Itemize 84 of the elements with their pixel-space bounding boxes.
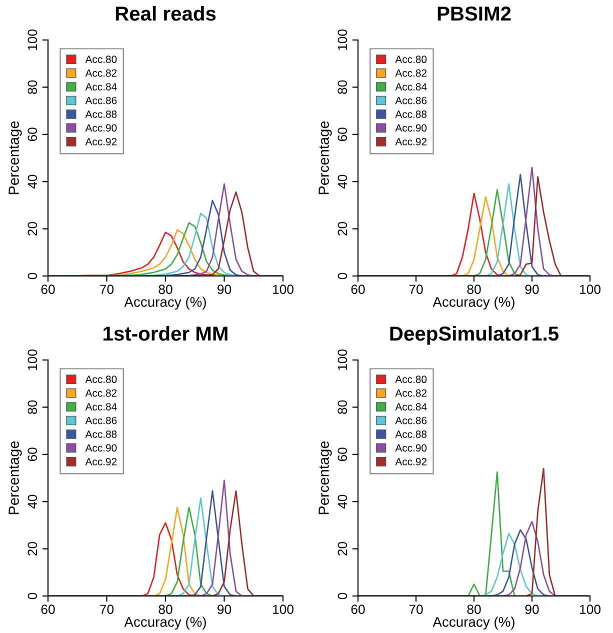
- legend-label: Acc.82: [395, 69, 426, 77]
- legend-label: Acc.92: [395, 458, 426, 466]
- legend-label: Acc.92: [85, 458, 117, 466]
- chart-title: PBSIM2: [438, 6, 511, 21]
- x-tick-label: 60: [351, 284, 365, 294]
- x-tick-label: 80: [467, 604, 481, 614]
- legend-label: Acc.80: [85, 376, 117, 384]
- y-tick-label: 100: [28, 350, 38, 370]
- y-tick-label: 100: [338, 30, 348, 50]
- y-tick-label: 80: [28, 400, 38, 414]
- x-tick-label: 60: [41, 604, 55, 614]
- y-tick-label: 0: [338, 592, 348, 600]
- y-tick-label: 40: [338, 174, 348, 189]
- x-tick-label: 70: [100, 604, 114, 614]
- x-axis-title: Accuracy (%): [124, 296, 206, 310]
- y-tick-label: 20: [28, 222, 38, 236]
- y-axis-title: Percentage: [318, 121, 332, 194]
- legend-label: Acc.86: [85, 416, 117, 424]
- legend-label: Acc.88: [395, 430, 427, 438]
- legend-label: Acc.90: [395, 444, 427, 452]
- y-tick-label: 40: [28, 494, 38, 509]
- x-tick-label: 100: [273, 284, 294, 294]
- x-tick-label: 70: [100, 284, 114, 294]
- legend-label: Acc.88: [85, 110, 117, 118]
- legend-label: Acc.80: [395, 56, 427, 64]
- chart-title: 1st-order MM: [104, 326, 228, 341]
- chart-title: Real reads: [116, 6, 216, 21]
- x-axis-title: Accuracy (%): [432, 616, 514, 630]
- legend-label: Acc.84: [85, 83, 117, 90]
- y-tick-label: 80: [338, 80, 348, 94]
- y-tick-label: 100: [28, 30, 38, 50]
- y-axis-title: Percentage: [8, 441, 22, 514]
- x-tick-label: 90: [525, 284, 539, 294]
- x-tick-label: 100: [273, 604, 294, 614]
- y-tick-label: 40: [28, 174, 38, 189]
- legend-label: Acc.82: [395, 389, 426, 397]
- legend-label: Acc.84: [395, 403, 427, 410]
- legend-label: Acc.84: [395, 83, 427, 90]
- legend-label: Acc.88: [395, 110, 427, 118]
- x-tick-label: 60: [351, 604, 365, 614]
- legend-label: Acc.88: [85, 430, 117, 438]
- legend-label: Acc.82: [85, 389, 117, 397]
- x-tick-label: 90: [525, 604, 539, 614]
- x-tick-label: 70: [409, 604, 423, 614]
- legend-label: Acc.90: [395, 124, 427, 132]
- x-tick-label: 90: [218, 604, 232, 614]
- chart-title: DeepSimulator1.5: [390, 326, 558, 345]
- y-tick-label: 40: [338, 494, 348, 509]
- y-tick-label: 20: [338, 542, 348, 556]
- x-tick-label: 80: [467, 284, 481, 294]
- x-tick-label: 100: [580, 284, 600, 294]
- y-tick-label: 60: [338, 128, 348, 142]
- y-tick-label: 0: [338, 272, 348, 280]
- legend-label: Acc.82: [85, 69, 117, 77]
- x-axis-title: Accuracy (%): [124, 616, 206, 630]
- legend-label: Acc.92: [85, 138, 117, 146]
- y-axis-title: Percentage: [318, 441, 332, 514]
- legend-label: Acc.80: [395, 376, 427, 384]
- y-tick-label: 60: [28, 448, 38, 462]
- legend-label: Acc.84: [85, 403, 117, 410]
- x-tick-label: 60: [41, 284, 55, 294]
- y-tick-label: 100: [338, 350, 348, 370]
- legend-label: Acc.90: [85, 124, 117, 132]
- y-tick-label: 0: [28, 592, 38, 600]
- legend-label: Acc.86: [85, 96, 117, 104]
- y-tick-label: 0: [28, 272, 38, 280]
- legend-label: Acc.86: [395, 96, 427, 104]
- y-tick-label: 80: [28, 80, 38, 94]
- y-tick-label: 80: [338, 400, 348, 414]
- x-tick-label: 70: [409, 284, 423, 294]
- y-tick-label: 60: [338, 448, 348, 462]
- y-tick-label: 60: [28, 128, 38, 142]
- x-tick-label: 90: [218, 284, 232, 294]
- legend-label: Acc.80: [85, 56, 117, 64]
- x-tick-label: 80: [158, 604, 172, 614]
- legend-label: Acc.90: [85, 444, 117, 452]
- x-axis-title: Accuracy (%): [432, 296, 514, 310]
- legend-label: Acc.92: [395, 138, 426, 146]
- y-tick-label: 20: [28, 542, 38, 556]
- legend-label: Acc.86: [395, 416, 427, 424]
- x-tick-label: 100: [580, 604, 600, 614]
- y-axis-title: Percentage: [8, 121, 22, 194]
- x-tick-label: 80: [158, 284, 172, 294]
- y-tick-label: 20: [338, 222, 348, 236]
